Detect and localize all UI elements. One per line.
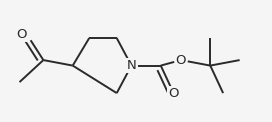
Text: O: O [16,28,27,41]
Text: N: N [126,59,136,72]
Text: O: O [168,87,179,100]
Text: O: O [176,54,186,67]
